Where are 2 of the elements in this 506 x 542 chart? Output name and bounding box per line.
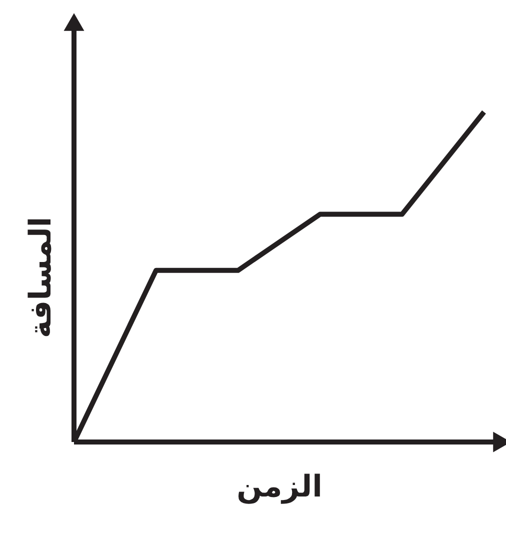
x-axis-title: الزمن bbox=[236, 470, 322, 504]
y-axis-title: المسافة bbox=[24, 216, 58, 338]
